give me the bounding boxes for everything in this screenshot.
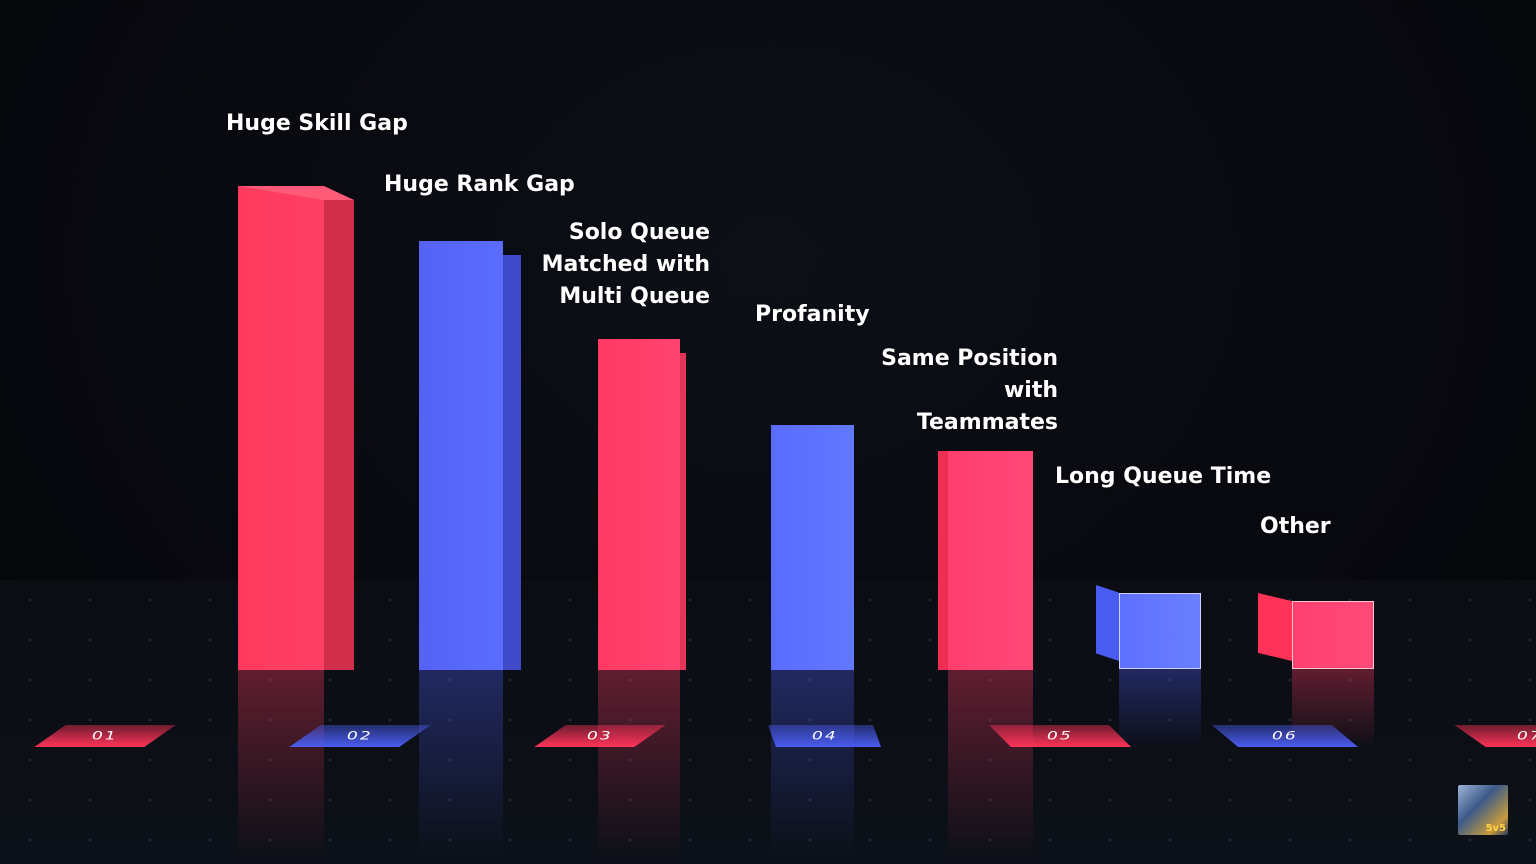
label-same-position-line1: Same Position: [881, 346, 1058, 371]
channel-logo: 5v5: [1458, 785, 1508, 835]
tag-04: 04: [767, 725, 882, 747]
label-solo-queue-line1: Solo Queue: [568, 220, 710, 245]
label-solo-queue-line2: Matched with: [541, 252, 710, 277]
label-huge-skill-gap: Huge Skill Gap: [226, 111, 408, 136]
label-long-queue-time: Long Queue Time: [1055, 464, 1272, 489]
bar-06: [1096, 585, 1201, 749]
bar-03: [598, 339, 686, 860]
label-solo-queue: Solo Queue Matched with Multi Queue: [540, 217, 710, 313]
logo-badge: 5v5: [1485, 823, 1506, 834]
label-profanity: Profanity: [755, 302, 870, 327]
label-other: Other: [1260, 514, 1331, 539]
tag-05: 05: [989, 725, 1131, 747]
bar-01: [238, 186, 354, 860]
label-solo-queue-line3: Multi Queue: [559, 284, 710, 309]
label-same-position-line2: with Teammates: [916, 378, 1058, 435]
bar-07: [1258, 593, 1374, 749]
bar-04: [771, 425, 854, 860]
label-same-position: Same Position with Teammates: [858, 343, 1058, 439]
tag-06: 06: [1211, 725, 1359, 747]
bar-02: [419, 241, 521, 860]
label-huge-rank-gap: Huge Rank Gap: [384, 172, 575, 197]
bar-05: [938, 451, 1033, 860]
